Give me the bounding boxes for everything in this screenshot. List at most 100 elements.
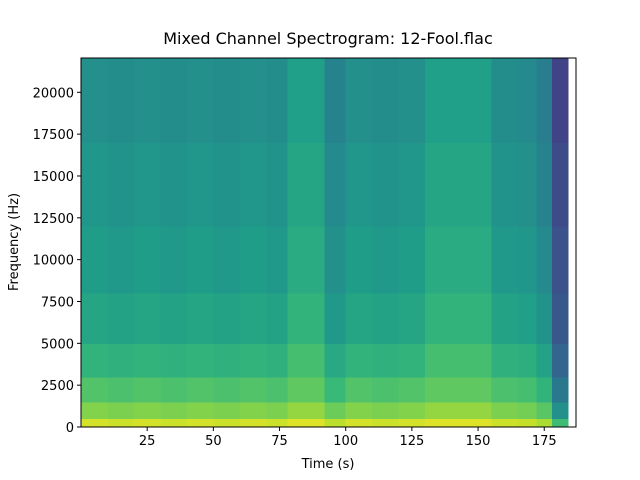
spectrogram-cell <box>160 401 188 420</box>
spectrogram-cell <box>372 418 400 428</box>
spectrogram-cell <box>536 418 553 428</box>
spectrogram-cell <box>536 376 553 403</box>
spectrogram-cell <box>213 418 241 428</box>
spectrogram-cell <box>133 142 161 227</box>
spectrogram-cell <box>81 293 108 344</box>
spectrogram-cell <box>536 293 553 344</box>
y-tick-label: 15000 <box>33 170 74 185</box>
spectrogram-cell <box>398 343 426 378</box>
spectrogram-cell <box>107 142 135 227</box>
spectrogram-cell <box>81 226 108 294</box>
spectrogram-cell <box>552 293 569 344</box>
spectrogram-cell <box>186 142 214 227</box>
spectrogram-cell <box>266 58 288 144</box>
spectrogram-cell <box>552 401 569 420</box>
spectrogram-cell <box>160 418 188 428</box>
x-tick-label: 150 <box>466 434 491 449</box>
spectrogram-cell <box>324 226 347 294</box>
x-tick-label: 25 <box>139 434 156 449</box>
spectrogram-cell <box>186 343 214 378</box>
spectrogram-cell <box>517 376 537 403</box>
spectrogram-cell <box>517 293 537 344</box>
spectrogram-cell <box>345 376 373 403</box>
y-tick-label: 17500 <box>33 128 74 143</box>
spectrogram-cell <box>266 142 288 227</box>
x-tick-label: 125 <box>399 434 424 449</box>
spectrogram-cell <box>552 418 569 428</box>
x-tick-label: 175 <box>532 434 557 449</box>
spectrogram-cell <box>287 418 326 428</box>
spectrogram-cell <box>160 376 188 403</box>
spectrogram-cell <box>491 142 519 227</box>
spectrogram-cell <box>425 142 453 227</box>
spectrogram-cell <box>81 343 108 378</box>
spectrogram-cell <box>266 226 288 294</box>
spectrogram-cell <box>491 58 519 144</box>
spectrogram-image <box>81 58 569 428</box>
spectrogram-cell <box>107 58 135 144</box>
plot-frame <box>80 57 577 428</box>
spectrogram-cell <box>491 401 519 420</box>
spectrogram-cell <box>107 293 135 344</box>
spectrogram-cell <box>287 58 326 144</box>
spectrogram-cell <box>324 418 347 428</box>
spectrogram-cell <box>107 401 135 420</box>
spectrogram-cell <box>107 343 135 378</box>
spectrogram-cell <box>425 58 453 144</box>
y-tick-label: 0 <box>66 421 74 436</box>
spectrogram-cell <box>133 401 161 420</box>
spectrogram-cell <box>324 58 347 144</box>
spectrogram-cell <box>451 401 492 420</box>
spectrogram-cell <box>372 226 400 294</box>
spectrogram-cell <box>239 418 267 428</box>
spectrogram-cell <box>536 226 553 294</box>
spectrogram-cell <box>372 142 400 227</box>
spectrogram-cell <box>287 343 326 378</box>
spectrogram-cell <box>186 418 214 428</box>
spectrogram-cell <box>239 343 267 378</box>
spectrogram-cell <box>81 401 108 420</box>
spectrogram-cell <box>133 58 161 144</box>
spectrogram-cell <box>517 418 537 428</box>
spectrogram-cell <box>398 58 426 144</box>
spectrogram-cell <box>451 58 492 144</box>
y-tick-label: 7500 <box>41 295 74 310</box>
spectrogram-cell <box>287 376 326 403</box>
chart-title: Mixed Channel Spectrogram: 12-Fool.flac <box>163 29 492 48</box>
spectrogram-cell <box>425 343 453 378</box>
spectrogram-cell <box>345 343 373 378</box>
spectrogram-cell <box>213 293 241 344</box>
spectrogram-cell <box>345 293 373 344</box>
spectrogram-cell <box>345 142 373 227</box>
spectrogram-cell <box>287 401 326 420</box>
spectrogram-cell <box>266 343 288 378</box>
spectrogram-cell <box>536 142 553 227</box>
spectrogram-cell <box>324 293 347 344</box>
spectrogram-cell <box>552 376 569 403</box>
spectrogram-cell <box>398 142 426 227</box>
spectrogram-cell <box>345 226 373 294</box>
spectrogram-cell <box>266 293 288 344</box>
spectrogram-cell <box>324 376 347 403</box>
spectrogram-cell <box>160 142 188 227</box>
spectrogram-cell <box>425 293 453 344</box>
spectrogram-cell <box>372 293 400 344</box>
spectrogram-cell <box>324 142 347 227</box>
spectrogram-cell <box>552 142 569 227</box>
spectrogram-cell <box>372 401 400 420</box>
y-tick-label: 12500 <box>33 212 74 227</box>
spectrogram-cell <box>491 343 519 378</box>
x-tick-label: 100 <box>333 434 358 449</box>
spectrogram-cell <box>425 226 453 294</box>
spectrogram-cell <box>451 226 492 294</box>
spectrogram-cell <box>517 58 537 144</box>
y-tick-label: 5000 <box>41 337 74 352</box>
spectrogram-cell <box>491 226 519 294</box>
spectrogram-cell <box>160 58 188 144</box>
spectrogram-cell <box>81 142 108 227</box>
spectrogram-cell <box>186 226 214 294</box>
spectrogram-cell <box>213 142 241 227</box>
spectrogram-cell <box>536 58 553 144</box>
spectrogram-cell <box>372 376 400 403</box>
